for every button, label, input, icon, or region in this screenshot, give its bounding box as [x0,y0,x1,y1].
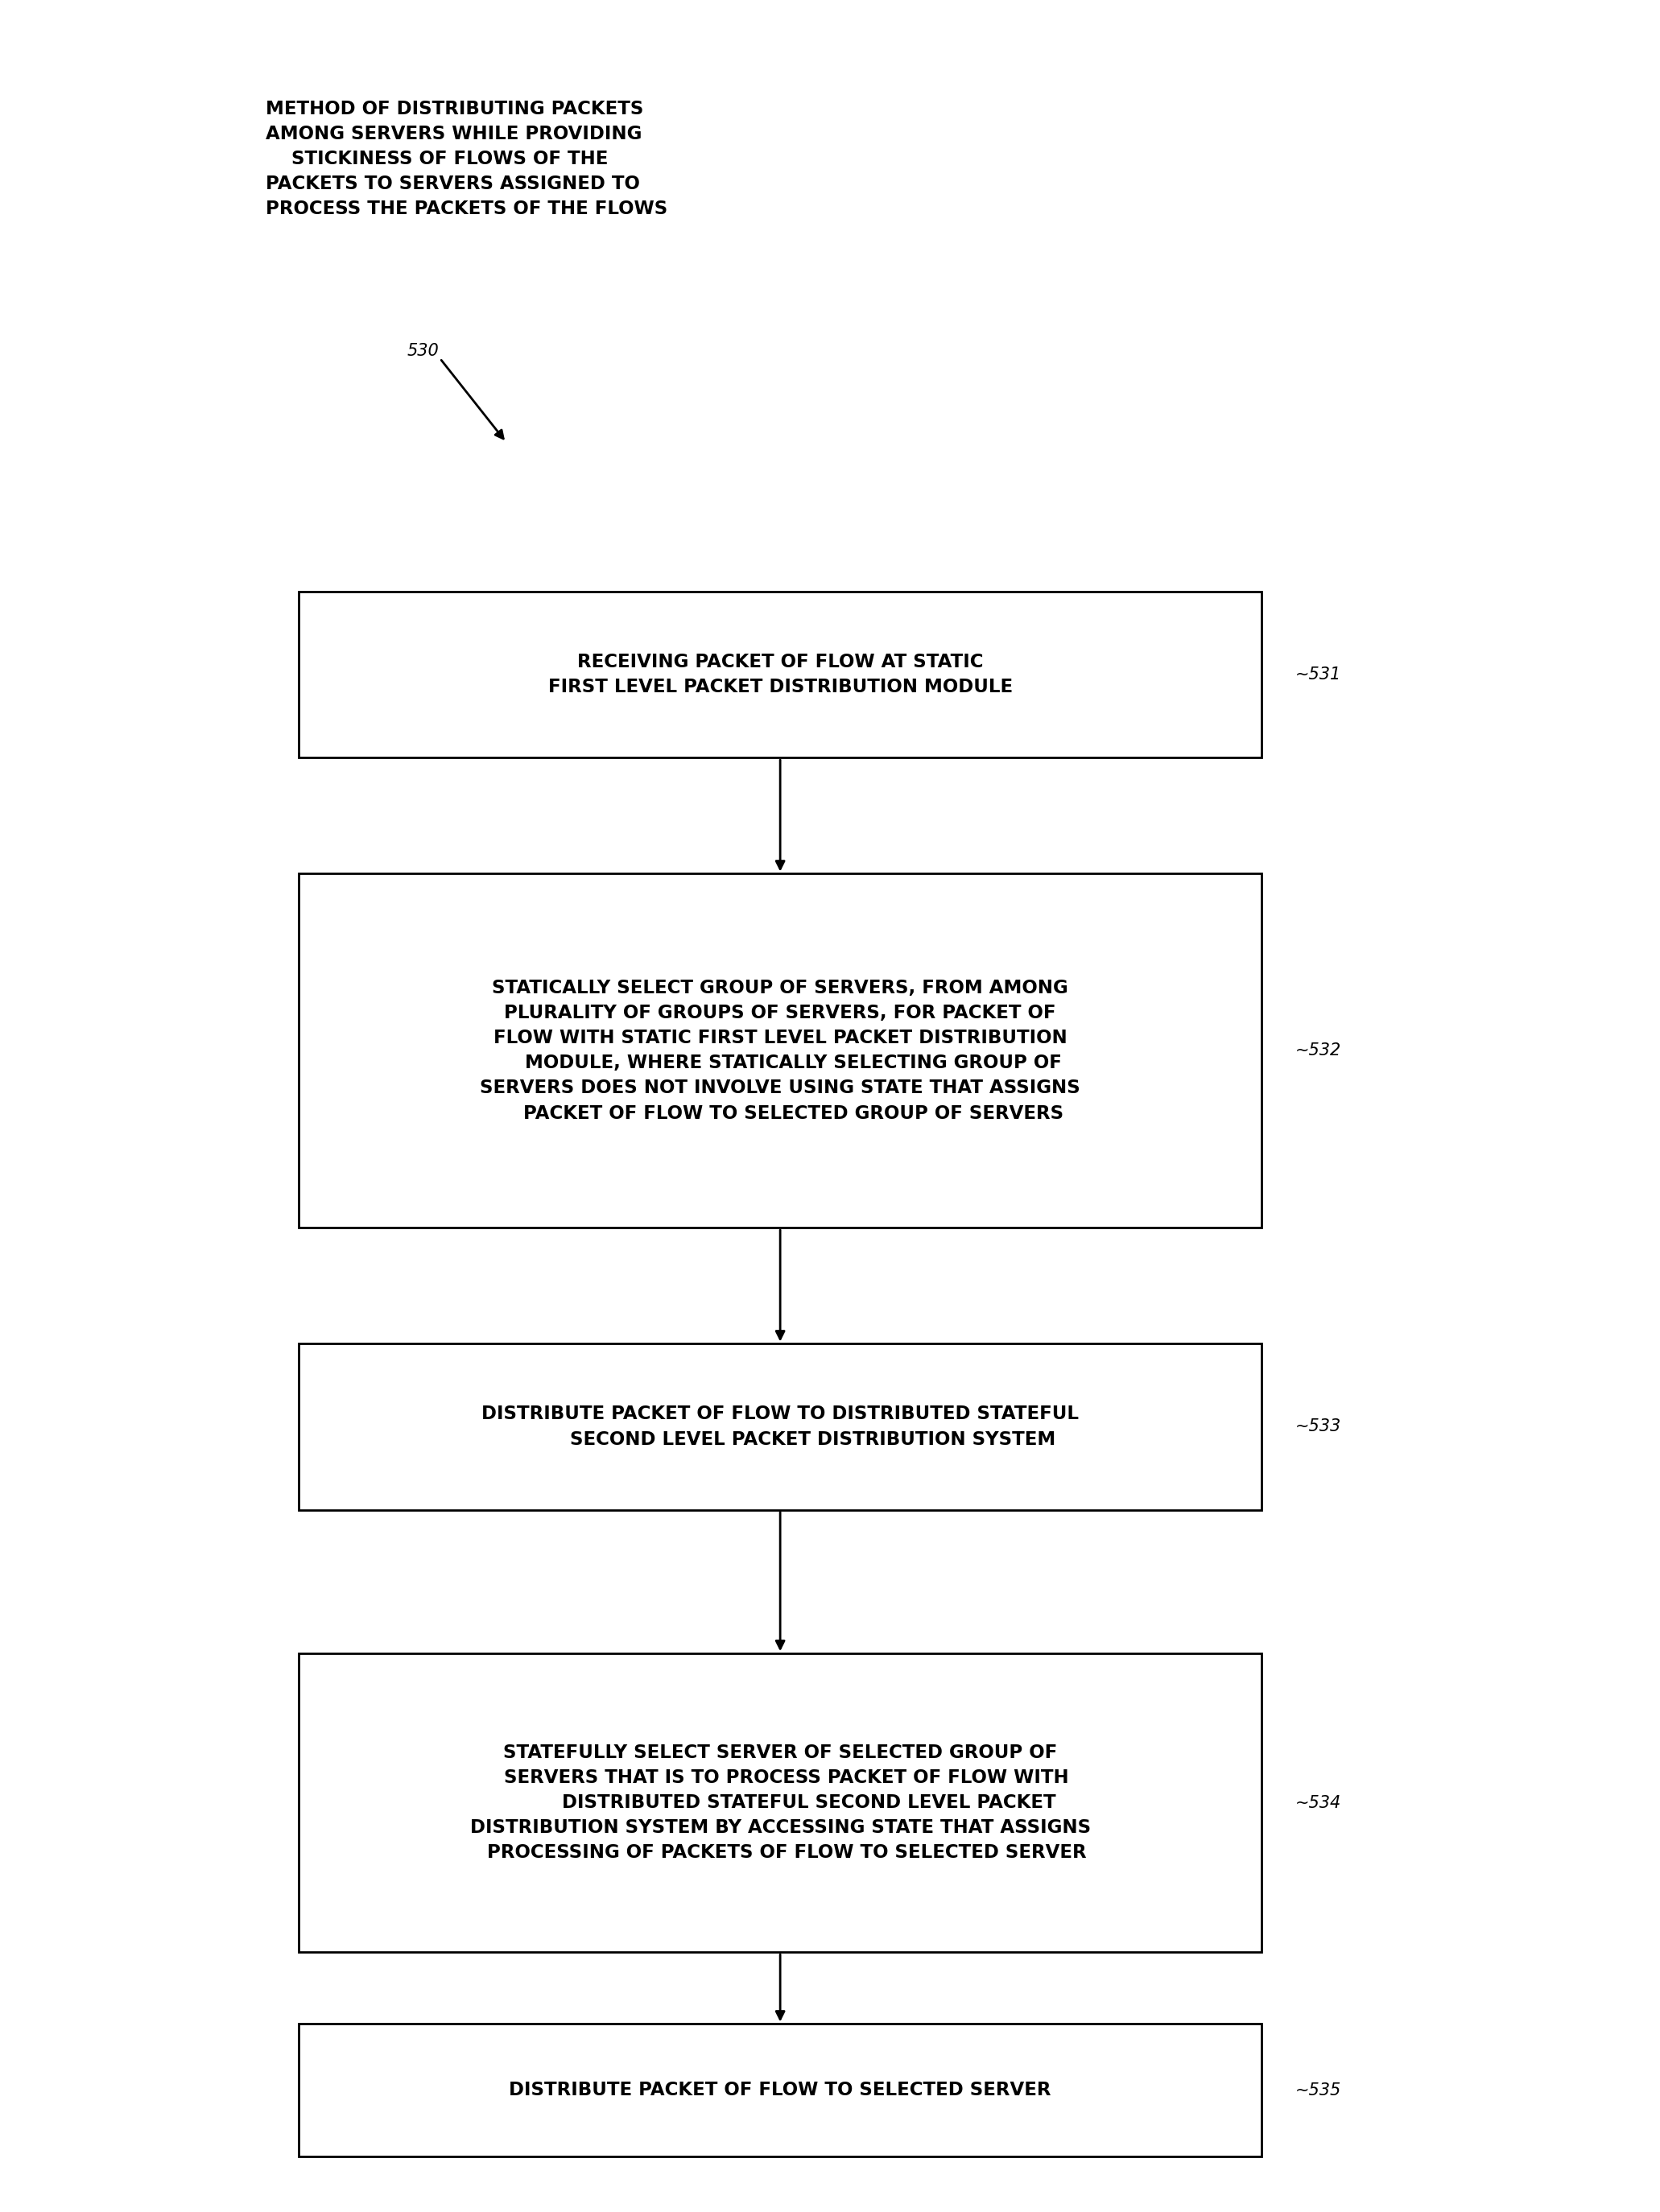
Text: ~535: ~535 [1295,2081,1341,2099]
Text: ~532: ~532 [1295,1042,1341,1060]
Bar [299,2024,1262,2157]
Text: DISTRIBUTE PACKET OF FLOW TO DISTRIBUTED STATEFUL
          SECOND LEVEL PACKET : DISTRIBUTE PACKET OF FLOW TO DISTRIBUTED… [481,1405,1079,1449]
Text: STATICALLY SELECT GROUP OF SERVERS, FROM AMONG
PLURALITY OF GROUPS OF SERVERS, F: STATICALLY SELECT GROUP OF SERVERS, FROM… [480,980,1081,1121]
Text: STATEFULLY SELECT SERVER OF SELECTED GROUP OF
  SERVERS THAT IS TO PROCESS PACKE: STATEFULLY SELECT SERVER OF SELECTED GRO… [470,1743,1091,1863]
Text: METHOD OF DISTRIBUTING PACKETS
AMONG SERVERS WHILE PROVIDING
    STICKINESS OF F: METHOD OF DISTRIBUTING PACKETS AMONG SER… [266,100,667,219]
Text: ~533: ~533 [1295,1418,1341,1436]
Text: DISTRIBUTE PACKET OF FLOW TO SELECTED SERVER: DISTRIBUTE PACKET OF FLOW TO SELECTED SE… [510,2081,1051,2099]
Bar [299,593,1262,757]
Bar [299,1655,1262,1951]
Bar [299,874,1262,1228]
Text: 530: 530 [407,343,438,358]
Text: RECEIVING PACKET OF FLOW AT STATIC
FIRST LEVEL PACKET DISTRIBUTION MODULE: RECEIVING PACKET OF FLOW AT STATIC FIRST… [548,653,1013,697]
Text: ~531: ~531 [1295,666,1341,684]
Text: ~534: ~534 [1295,1794,1341,1812]
Bar [299,1343,1262,1509]
